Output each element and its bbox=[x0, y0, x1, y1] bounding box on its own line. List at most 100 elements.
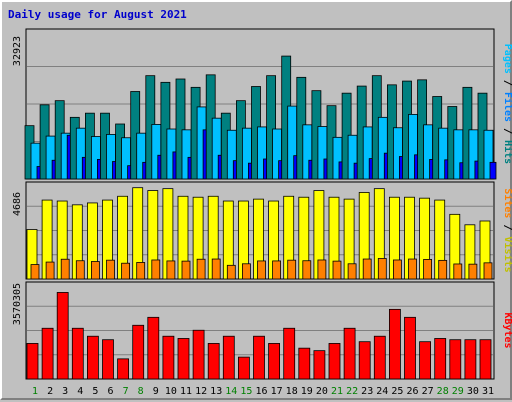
bar-sites-day-25 bbox=[392, 259, 402, 280]
legend-entry: / bbox=[502, 74, 512, 92]
bar-files-day-31 bbox=[483, 129, 494, 180]
legend-entry: Files bbox=[502, 92, 512, 122]
legend-entry: / bbox=[502, 122, 512, 140]
x-day-label-8: 8 bbox=[138, 386, 144, 397]
chart-title: Daily usage for August 2021 bbox=[8, 8, 187, 21]
bar-sites-day-8 bbox=[136, 262, 146, 280]
bar-kbytes-day-20 bbox=[313, 350, 326, 380]
x-day-label-26: 26 bbox=[406, 386, 418, 397]
bar-sites-day-13 bbox=[211, 258, 221, 280]
x-day-label-25: 25 bbox=[391, 386, 403, 397]
y-max-label-middle: 4686 bbox=[12, 192, 23, 216]
x-day-label-24: 24 bbox=[376, 386, 388, 397]
bar-kbytes-day-13 bbox=[207, 343, 220, 380]
y-max-label-bottom: 3570305 bbox=[12, 283, 23, 325]
bar-sites-day-31 bbox=[483, 262, 493, 280]
x-day-label-17: 17 bbox=[271, 386, 283, 397]
x-day-label-7: 7 bbox=[123, 386, 129, 397]
bar-kbytes-day-7 bbox=[117, 358, 129, 380]
bar-sites-day-14 bbox=[226, 264, 236, 280]
x-day-label-19: 19 bbox=[301, 386, 313, 397]
x-day-label-1: 1 bbox=[32, 386, 38, 397]
x-day-label-23: 23 bbox=[361, 386, 373, 397]
x-day-label-30: 30 bbox=[467, 386, 479, 397]
legend-entry: / bbox=[502, 218, 512, 236]
bar-kbytes-day-14 bbox=[222, 335, 235, 380]
bar-kbytes-day-11 bbox=[177, 338, 190, 380]
bar-sites-day-18 bbox=[287, 259, 297, 280]
bar-sites-day-7 bbox=[121, 262, 130, 280]
bar-sites-day-28 bbox=[438, 259, 448, 280]
x-day-label-22: 22 bbox=[346, 386, 358, 397]
bar-kbytes-day-31 bbox=[479, 339, 492, 380]
x-day-label-4: 4 bbox=[77, 386, 83, 397]
x-day-label-13: 13 bbox=[210, 386, 222, 397]
bar-sites-day-9 bbox=[151, 259, 161, 280]
bar-kbytes-day-21 bbox=[328, 343, 341, 380]
x-day-label-9: 9 bbox=[153, 386, 159, 397]
legend-entry: KBytes bbox=[502, 312, 512, 348]
bar-kbytes-day-23 bbox=[358, 341, 371, 380]
x-day-label-16: 16 bbox=[255, 386, 267, 397]
bar-sites-day-11 bbox=[181, 260, 191, 280]
bar-sites-day-22 bbox=[347, 263, 357, 280]
bar-kbytes-day-27 bbox=[419, 341, 432, 380]
x-day-label-15: 15 bbox=[240, 386, 252, 397]
bar-kbytes-day-24 bbox=[373, 335, 386, 380]
bar-kbytes-day-3 bbox=[56, 292, 69, 380]
bar-kbytes-day-16 bbox=[253, 335, 265, 380]
x-day-label-2: 2 bbox=[47, 386, 53, 397]
bar-kbytes-day-9 bbox=[147, 316, 160, 380]
bar-kbytes-day-15 bbox=[237, 356, 250, 380]
legend-middle: Sites / Visits bbox=[502, 188, 512, 272]
x-day-label-5: 5 bbox=[92, 386, 98, 397]
bar-sites-day-1 bbox=[30, 264, 40, 280]
bar-kbytes-day-22 bbox=[343, 327, 356, 380]
bar-hits-day-11 bbox=[175, 78, 186, 180]
legend-bottom: KBytes bbox=[502, 312, 512, 348]
bar-kbytes-day-29 bbox=[449, 339, 462, 380]
bar-kbytes-day-6 bbox=[102, 339, 114, 380]
x-day-label-28: 28 bbox=[437, 386, 449, 397]
bar-kbytes-day-1 bbox=[26, 343, 39, 380]
bar-sites-day-23 bbox=[362, 258, 372, 280]
bar-sites-day-26 bbox=[408, 258, 417, 280]
bar-sites-day-17 bbox=[272, 260, 282, 280]
bar-sites-day-21 bbox=[332, 260, 342, 280]
bar-sites-day-16 bbox=[257, 260, 266, 280]
x-day-label-6: 6 bbox=[107, 386, 113, 397]
bar-sites-day-20 bbox=[317, 259, 327, 280]
x-day-label-3: 3 bbox=[62, 386, 68, 397]
bar-kbytes-day-8 bbox=[132, 324, 145, 380]
bar-sites-day-2 bbox=[45, 261, 55, 280]
bar-sites-day-4 bbox=[75, 260, 85, 280]
legend-entry: Hits bbox=[502, 140, 512, 164]
bar-pages-day-31 bbox=[489, 161, 497, 180]
bar-kbytes-day-4 bbox=[71, 327, 84, 380]
bar-sites-day-12 bbox=[196, 258, 206, 280]
x-day-label-27: 27 bbox=[422, 386, 434, 397]
bar-kbytes-day-2 bbox=[41, 327, 54, 380]
bar-kbytes-day-26 bbox=[404, 316, 416, 380]
bar-sites-day-30 bbox=[468, 263, 478, 280]
x-day-label-20: 20 bbox=[316, 386, 328, 397]
bar-hits-day-17 bbox=[266, 75, 277, 180]
x-day-label-31: 31 bbox=[482, 386, 494, 397]
bar-kbytes-day-12 bbox=[192, 329, 205, 380]
x-day-label-18: 18 bbox=[286, 386, 298, 397]
bar-sites-day-27 bbox=[423, 259, 433, 280]
bar-kbytes-day-30 bbox=[464, 339, 477, 380]
bar-kbytes-day-10 bbox=[162, 335, 175, 380]
bar-sites-day-19 bbox=[302, 260, 312, 280]
bar-kbytes-day-28 bbox=[434, 338, 447, 380]
bar-kbytes-day-18 bbox=[283, 327, 296, 380]
legend-entry: Sites bbox=[502, 188, 512, 218]
bar-sites-day-24 bbox=[377, 258, 387, 280]
bar-sites-day-15 bbox=[241, 263, 251, 280]
bar-kbytes-day-25 bbox=[388, 308, 401, 380]
x-day-label-21: 21 bbox=[331, 386, 343, 397]
y-max-label-top: 32923 bbox=[12, 36, 23, 66]
bar-sites-day-10 bbox=[166, 260, 176, 280]
x-day-label-14: 14 bbox=[225, 386, 237, 397]
